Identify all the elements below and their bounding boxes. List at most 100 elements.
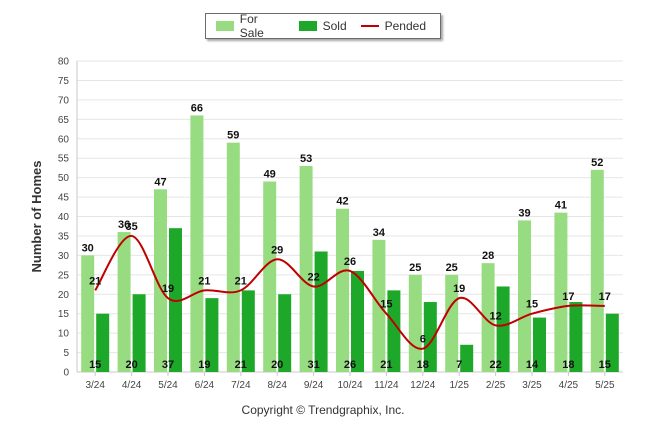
legend-item-for-sale: For Sale xyxy=(216,12,285,40)
bar-for-sale xyxy=(190,115,204,373)
data-label-pended: 19 xyxy=(453,283,465,295)
y-tick-label: 5 xyxy=(63,348,69,359)
data-label-for-sale: 25 xyxy=(409,262,421,274)
data-label-pended: 17 xyxy=(599,291,611,303)
y-tick-label: 10 xyxy=(58,329,70,340)
legend: For Sale Sold Pended xyxy=(205,12,441,40)
y-tick-label: 0 xyxy=(63,368,69,379)
bar-sold xyxy=(205,298,219,372)
y-axis-title: Number of Homes xyxy=(29,161,44,273)
bar-for-sale xyxy=(590,169,604,372)
legend-item-sold: Sold xyxy=(298,19,347,33)
bar-for-sale xyxy=(518,220,531,372)
x-tick-label: 3/24 xyxy=(85,380,105,391)
y-tick-label: 50 xyxy=(58,173,70,184)
data-label-for-sale: 25 xyxy=(446,262,458,274)
bar-sold xyxy=(569,302,583,372)
bar-sold xyxy=(132,294,146,372)
legend-swatch-pended xyxy=(360,25,379,27)
bar-for-sale xyxy=(408,274,422,372)
bar-for-sale xyxy=(554,212,568,372)
bar-sold xyxy=(423,302,437,372)
bar-for-sale xyxy=(117,232,131,372)
y-tick-label: 70 xyxy=(58,95,70,106)
data-label-sold: 7 xyxy=(456,359,462,371)
bar-for-sale xyxy=(445,274,459,372)
x-tick-label: 1/25 xyxy=(449,380,469,391)
legend-label-pended: Pended xyxy=(384,19,426,33)
data-label-for-sale: 41 xyxy=(555,200,567,212)
data-label-for-sale: 52 xyxy=(591,157,603,169)
bar-for-sale xyxy=(226,142,240,372)
x-tick-label: 8/24 xyxy=(267,380,287,391)
x-tick-label: 5/25 xyxy=(595,380,615,391)
y-tick-label: 80 xyxy=(58,57,70,68)
bar-sold xyxy=(96,313,110,372)
bar-sold xyxy=(351,270,364,372)
bar-for-sale xyxy=(263,181,277,372)
data-label-sold: 22 xyxy=(489,359,501,371)
y-tick-label: 60 xyxy=(58,134,70,145)
bar-for-sale xyxy=(154,189,167,372)
data-label-sold: 37 xyxy=(162,359,174,371)
legend-label-sold: Sold xyxy=(322,19,347,33)
bar-for-sale xyxy=(299,165,313,372)
x-tick-label: 9/24 xyxy=(304,380,324,391)
data-label-pended: 35 xyxy=(125,221,137,233)
legend-swatch-sold xyxy=(298,21,317,31)
y-tick-label: 40 xyxy=(58,212,70,223)
legend-label-for-sale: For Sale xyxy=(239,12,264,40)
data-label-pended: 15 xyxy=(526,299,538,311)
data-label-sold: 18 xyxy=(417,359,429,371)
x-tick-label: 4/24 xyxy=(122,380,142,391)
y-tick-label: 20 xyxy=(58,290,70,301)
y-tick-label: 30 xyxy=(58,251,70,262)
x-tick-label: 3/25 xyxy=(522,380,542,391)
data-label-sold: 19 xyxy=(198,359,210,371)
copyright-text: Copyright © Trendgraphix, Inc. xyxy=(241,403,405,417)
data-label-for-sale: 34 xyxy=(373,227,386,239)
data-label-sold: 18 xyxy=(562,359,574,371)
bar-sold xyxy=(314,251,328,372)
data-label-for-sale: 42 xyxy=(336,196,348,208)
data-label-sold: 20 xyxy=(125,359,137,371)
line-pended xyxy=(94,234,605,350)
data-label-for-sale: 49 xyxy=(264,169,276,181)
legend-swatch-for-sale xyxy=(216,21,234,31)
bar-sold xyxy=(278,294,292,372)
bar-for-sale xyxy=(336,208,349,372)
data-label-sold: 21 xyxy=(235,359,247,371)
data-label-sold: 15 xyxy=(89,359,101,371)
x-tick-label: 12/24 xyxy=(410,380,435,391)
data-label-for-sale: 36 xyxy=(118,219,130,231)
data-label-for-sale: 66 xyxy=(191,102,203,114)
y-tick-label: 55 xyxy=(58,154,70,165)
data-label-pended: 6 xyxy=(420,334,426,346)
data-label-for-sale: 59 xyxy=(227,130,239,142)
data-label-for-sale: 30 xyxy=(82,242,94,254)
data-label-pended: 21 xyxy=(235,275,247,287)
bar-for-sale xyxy=(481,263,495,372)
y-tick-label: 75 xyxy=(58,76,70,87)
data-label-sold: 31 xyxy=(307,359,319,371)
data-label-for-sale: 28 xyxy=(482,250,494,262)
bar-sold xyxy=(605,313,619,372)
x-tick-label: 5/24 xyxy=(158,380,178,391)
y-tick-label: 65 xyxy=(58,115,70,126)
data-label-pended: 12 xyxy=(489,310,501,322)
data-label-sold: 26 xyxy=(344,359,356,371)
y-tick-label: 45 xyxy=(58,193,70,204)
x-tick-label: 2/25 xyxy=(486,380,506,391)
x-tick-label: 11/24 xyxy=(374,380,399,391)
data-label-pended: 22 xyxy=(307,271,319,283)
bar-sold xyxy=(387,290,401,372)
bar-sold xyxy=(533,317,546,372)
data-label-pended: 29 xyxy=(271,244,283,256)
data-label-for-sale: 47 xyxy=(154,176,166,188)
data-label-pended: 21 xyxy=(198,275,210,287)
y-tick-label: 35 xyxy=(58,231,70,242)
data-label-pended: 19 xyxy=(162,283,174,295)
data-label-pended: 26 xyxy=(344,256,356,268)
